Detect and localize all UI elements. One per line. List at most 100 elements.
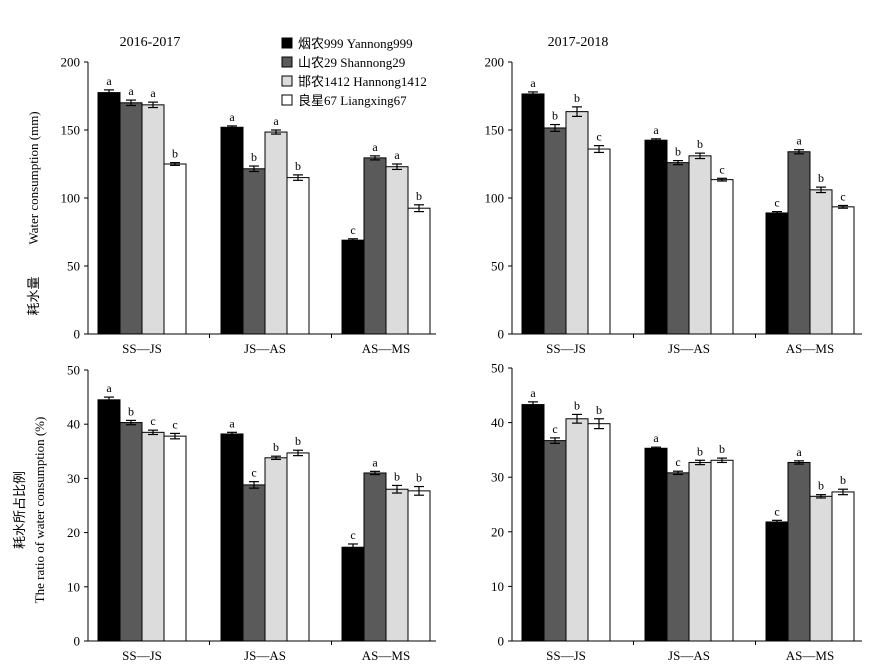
significance-letter: b [394,469,400,483]
legend-swatch-liangxing67 [281,94,293,106]
significance-letter: b [295,434,301,448]
significance-letter: c [172,417,177,431]
y-tick-label: 50 [67,363,80,378]
bar [141,431,165,642]
y-tick-label: 0 [498,634,505,649]
significance-letter: b [416,189,422,203]
significance-letter: a [394,148,400,162]
category-label: AS—MS [362,341,410,356]
legend-swatch-shannong29 [281,56,293,68]
significance-letter: c [350,223,355,237]
category-label: SS—JS [122,648,162,663]
bar [710,179,734,335]
bar [141,104,165,335]
bar [407,490,431,642]
y-tick-label: 20 [491,524,504,539]
legend-swatch-hannong1412 [281,75,293,87]
category-label: JS—AS [244,341,286,356]
legend: 烟农999 Yannong999 山农29 Shannong29 邯农1412 … [281,36,427,108]
significance-letter: a [372,140,378,154]
bar [587,148,611,335]
significance-letter: c [719,162,724,176]
bar [242,484,266,642]
category-label: AS—MS [786,648,834,663]
significance-letter: a [106,74,112,88]
bar [587,423,611,642]
bar [163,163,187,335]
y-tick-label: 100 [61,191,81,206]
bar [163,435,187,642]
bar [286,177,310,335]
bar [286,452,310,642]
bar [97,399,121,642]
ylabel-top-en: Water consumption (mm) [26,111,41,244]
significance-letter: b [697,137,703,151]
bar [666,472,690,642]
ylabel-top-cn: 耗水量 [26,276,41,315]
significance-letter: a [653,123,659,137]
bar [809,495,833,642]
significance-letter: a [150,86,156,100]
bar [341,546,365,642]
y-tick-label: 50 [491,361,504,376]
significance-letter: c [251,466,256,480]
category-label: SS—JS [546,648,586,663]
significance-letter: a [796,134,802,148]
y-tick-label: 40 [67,417,80,432]
category-label: JS—AS [668,648,710,663]
bar [363,472,387,642]
bar [242,168,266,335]
bar [97,92,121,335]
bar [644,447,668,642]
bar [119,102,143,335]
significance-letter: c [350,528,355,542]
significance-letter: b [697,444,703,458]
y-tick-label: 0 [74,634,81,649]
y-tick-label: 10 [67,579,80,594]
significance-letter: b [172,147,178,161]
significance-letter: a [229,110,235,124]
significance-letter: c [774,196,779,210]
y-tick-label: 10 [491,579,504,594]
significance-letter: b [416,471,422,485]
significance-letter: c [675,455,680,469]
bar [644,139,668,335]
bar [765,521,789,642]
significance-letter: a [372,455,378,469]
y-tick-label: 30 [491,470,504,485]
bar [407,207,431,335]
chart-panel-4: 0 10 20 30 40 50 a c b b SS—JS a c b b JS—AS c a b b AS—MS [491,361,862,663]
bar [521,93,545,335]
y-tick-label: 100 [485,191,505,206]
y-tick-label: 30 [67,471,80,486]
category-label: JS—AS [668,341,710,356]
panel-title-2016-2017: 2016-2017 [120,35,181,50]
significance-letter: b [273,440,279,454]
significance-letter: b [574,398,580,412]
legend-swatch-yannong999 [281,37,293,49]
chart-panel-3: 0 10 20 30 40 50 a b c c SS—JS a c b b JS—AS c a b b AS—MS [67,363,436,663]
category-label: JS—AS [244,648,286,663]
significance-letter: a [106,381,112,395]
bar [688,155,712,335]
significance-letter: a [530,386,536,400]
significance-letter: b [128,404,134,418]
ylabel-bottom-en: The ratio of water consumption (%) [32,417,47,604]
significance-letter: a [229,416,235,430]
legend-label-shannong29: 山农29 Shannong29 [298,55,405,70]
significance-letter: b [818,171,824,185]
significance-letter: b [295,159,301,173]
significance-letter: a [653,431,659,445]
bar [809,189,833,335]
bar [220,433,244,642]
legend-label-yannong999: 烟农999 Yannong999 [298,36,413,51]
significance-letter: c [774,504,779,518]
significance-letter: b [552,109,558,123]
significance-letter: a [530,76,536,90]
bar [688,461,712,642]
bar [710,459,734,642]
significance-letter: a [128,84,134,98]
significance-letter: b [574,91,580,105]
significance-letter: c [840,189,845,203]
